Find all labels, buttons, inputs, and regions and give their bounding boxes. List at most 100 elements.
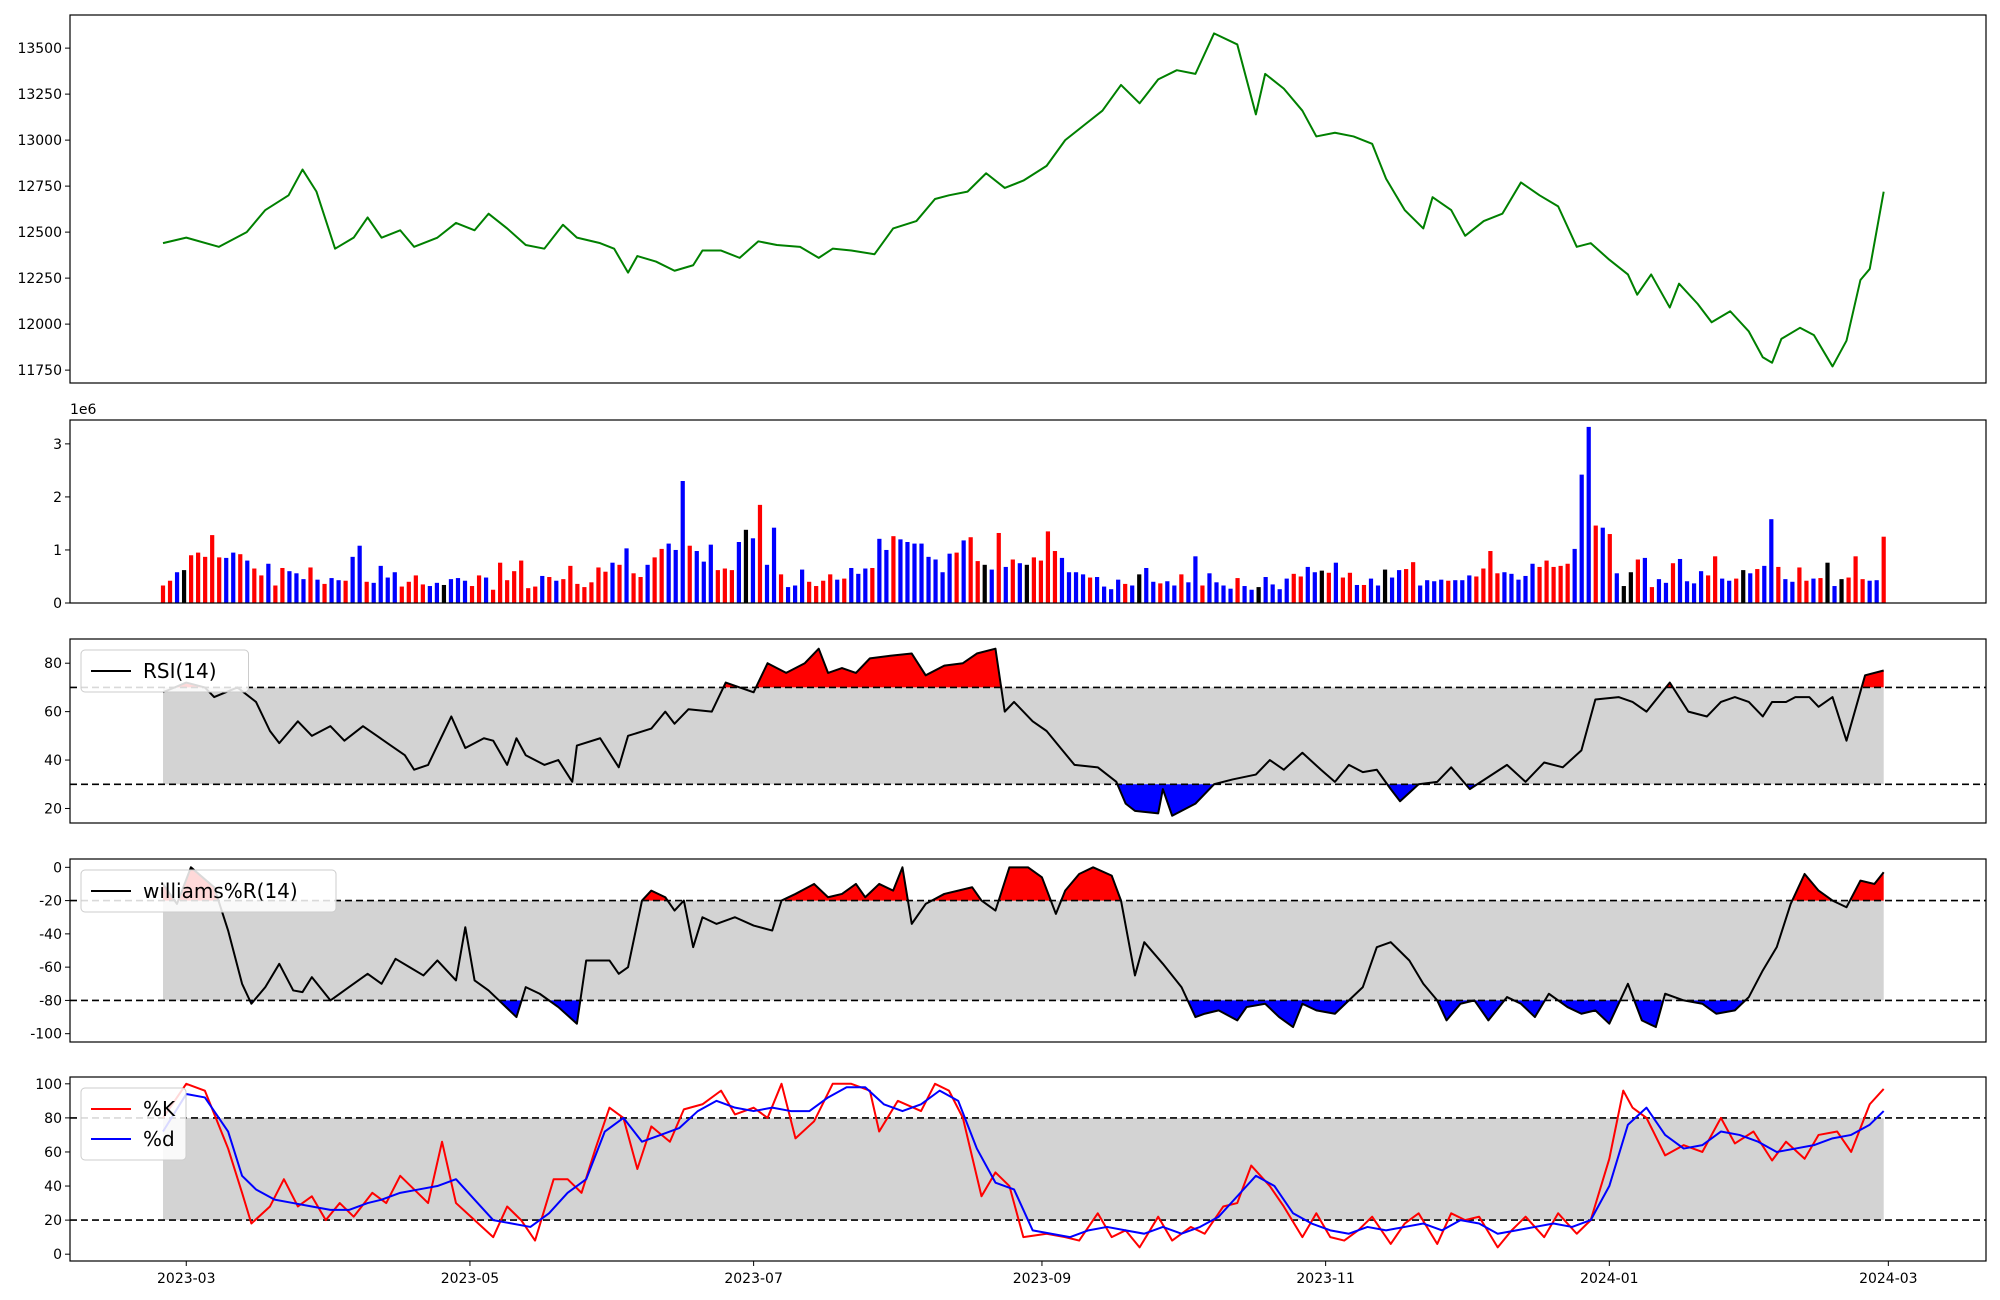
volume-bar	[1214, 582, 1219, 603]
volume-bar	[1614, 573, 1619, 603]
volume-bar	[1277, 589, 1282, 603]
volume-bar	[1509, 573, 1514, 603]
volume-bar	[701, 561, 706, 603]
volume-bar	[1073, 572, 1079, 603]
rsi-plot-frame	[69, 638, 1987, 824]
volume-bar	[1333, 562, 1338, 603]
williams-oversold-fill	[163, 1000, 1884, 1028]
y-tick-label: 12500	[17, 225, 62, 241]
volume-bar	[238, 554, 243, 603]
volume-bar	[1621, 586, 1626, 603]
volume-bar	[357, 545, 362, 603]
volume-bar	[596, 567, 601, 603]
volume-bar	[378, 565, 383, 603]
stochastic-d-line	[162, 1086, 1885, 1239]
volume-bar	[1593, 525, 1598, 603]
volume-bar	[1467, 575, 1472, 603]
volume-bar	[1523, 575, 1528, 603]
volume-bar	[462, 580, 468, 603]
volume-bar	[1860, 579, 1865, 603]
volume-bar	[329, 578, 334, 603]
volume-bar	[582, 587, 587, 603]
y-tick-label: 11750	[17, 363, 62, 379]
volume-bar	[1684, 581, 1690, 603]
volume-bar	[982, 564, 987, 603]
volume-bar	[1017, 563, 1022, 603]
volume-bar	[413, 575, 418, 603]
volume-bar	[287, 571, 292, 603]
volume-bar	[1790, 581, 1795, 603]
volume-bar	[476, 575, 482, 603]
volume-bar	[1691, 583, 1697, 603]
y-tick-label: 3	[53, 437, 62, 453]
volume-bar	[589, 582, 594, 603]
stochastic-panel: 0 20 40 60 80 100 %K %d	[35, 1076, 1987, 1263]
volume-bar	[554, 580, 559, 603]
volume-bar	[1706, 575, 1711, 603]
volume-bar	[1418, 585, 1423, 603]
volume-bar	[336, 580, 341, 603]
x-tick-label: 2023-05	[441, 1271, 500, 1287]
x-tick-label: 2024-03	[1859, 1271, 1918, 1287]
y-tick-label: 12000	[17, 317, 62, 333]
volume-bar	[1207, 573, 1212, 603]
volume-bar	[624, 548, 629, 603]
volume-bar	[954, 552, 959, 603]
volume-bar	[778, 574, 784, 603]
x-tick-label: 2024-01	[1580, 1271, 1639, 1287]
volume-bar	[743, 529, 749, 603]
volume-bar	[771, 527, 777, 603]
volume-bar	[1298, 576, 1303, 603]
neutral-band	[163, 900, 1884, 1001]
volume-bar	[1347, 572, 1353, 603]
volume-bar	[891, 536, 896, 603]
volume-bar	[448, 579, 454, 603]
volume-bar	[687, 545, 692, 603]
volume-bar	[666, 543, 671, 603]
volume-bar	[1179, 574, 1184, 603]
y-tick-label: 20	[44, 801, 62, 817]
volume-bar	[1270, 584, 1275, 603]
y-tick-label: 20	[44, 1213, 62, 1229]
volume-bar	[1832, 586, 1837, 603]
volume-bar	[1558, 565, 1563, 603]
y-tick-label: 0	[53, 596, 62, 612]
volume-bar	[273, 585, 278, 603]
volume-bar	[898, 539, 903, 603]
y-tick-label: -20	[39, 894, 62, 910]
volume-bar	[1172, 585, 1177, 603]
volume-bar	[800, 569, 805, 603]
rsi-overbought-fill	[163, 648, 1884, 688]
volume-bar	[280, 567, 285, 603]
volume-bar	[715, 570, 720, 603]
volume-bar	[1551, 566, 1556, 603]
volume-bar	[1186, 582, 1191, 603]
volume-bar	[1087, 577, 1093, 603]
volume-bar	[1677, 558, 1683, 603]
volume-bar	[1874, 580, 1879, 603]
volume-bar	[1727, 580, 1732, 603]
volume-bar	[1734, 578, 1739, 603]
volume-bar	[224, 557, 229, 603]
volume-bar	[1670, 563, 1676, 603]
volume-bar	[1200, 585, 1205, 603]
x-tick-label: 2023-03	[157, 1271, 216, 1287]
legend-box	[80, 1087, 187, 1161]
volume-bar	[729, 570, 734, 603]
volume-bar	[736, 542, 742, 603]
y-tick-label: 40	[44, 753, 62, 769]
volume-bar	[1094, 577, 1100, 603]
volume-bar	[821, 580, 826, 603]
volume-bar	[849, 567, 854, 603]
volume-bar	[1116, 579, 1121, 603]
volume-bar	[1249, 589, 1254, 603]
volume-bar	[680, 481, 685, 603]
volume-bar	[1396, 570, 1402, 603]
volume-bar	[1741, 570, 1746, 603]
volume-bar	[1839, 579, 1844, 603]
volume-bar	[1291, 573, 1296, 603]
x-tick-label: 2023-07	[724, 1271, 783, 1287]
volume-bar	[1460, 580, 1465, 603]
volume-panel: 0 1 2 3 1e6	[53, 402, 1987, 612]
volume-bar	[989, 569, 994, 603]
